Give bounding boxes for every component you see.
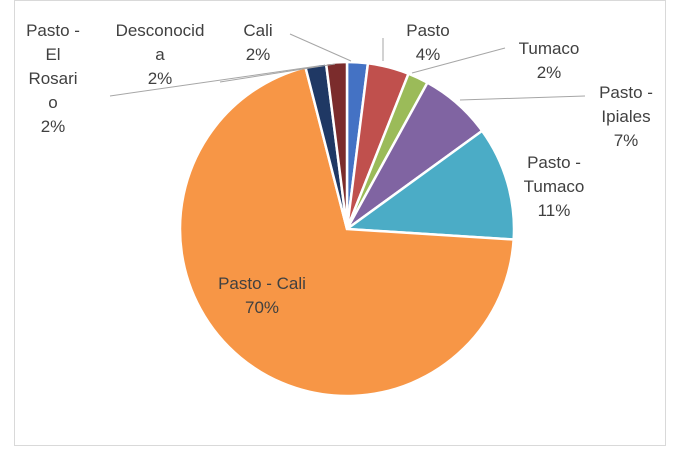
leader-line-pasto-ipiales	[459, 95, 586, 101]
leader-lines	[109, 33, 586, 101]
pie-slices	[178, 60, 516, 398]
pie-slice-desconocida	[324, 60, 349, 230]
data-label-pasto-cali: Pasto - Cali 70%	[218, 274, 306, 317]
data-label-desconocida: Desconocid a 2%	[116, 21, 205, 88]
data-label-cali: Cali 2%	[243, 21, 272, 64]
data-label-pasto: Pasto 4%	[406, 21, 449, 64]
leader-line-tumaco	[411, 47, 506, 74]
pie-slice-pasto-tumaco	[343, 129, 516, 241]
data-label-pasto-tumaco: Pasto -Tumaco 11%	[524, 153, 585, 220]
pie-slice-pasto-cali	[178, 65, 515, 398]
leader-line-pasto-el-rosario	[109, 65, 319, 97]
leader-line-desconocida	[219, 63, 336, 83]
data-label-tumaco: Tumaco 2%	[519, 39, 580, 82]
leader-line-cali	[289, 33, 352, 62]
data-label-pasto-el-rosario: Pasto -El Rosari o 2%	[26, 21, 80, 136]
data-labels: Cali 2% Pasto 4% Tumaco 2% Pasto -Ipiales 7% Pas…	[26, 21, 653, 317]
data-label-pasto-ipiales: Pasto -Ipiales 7%	[599, 83, 653, 150]
